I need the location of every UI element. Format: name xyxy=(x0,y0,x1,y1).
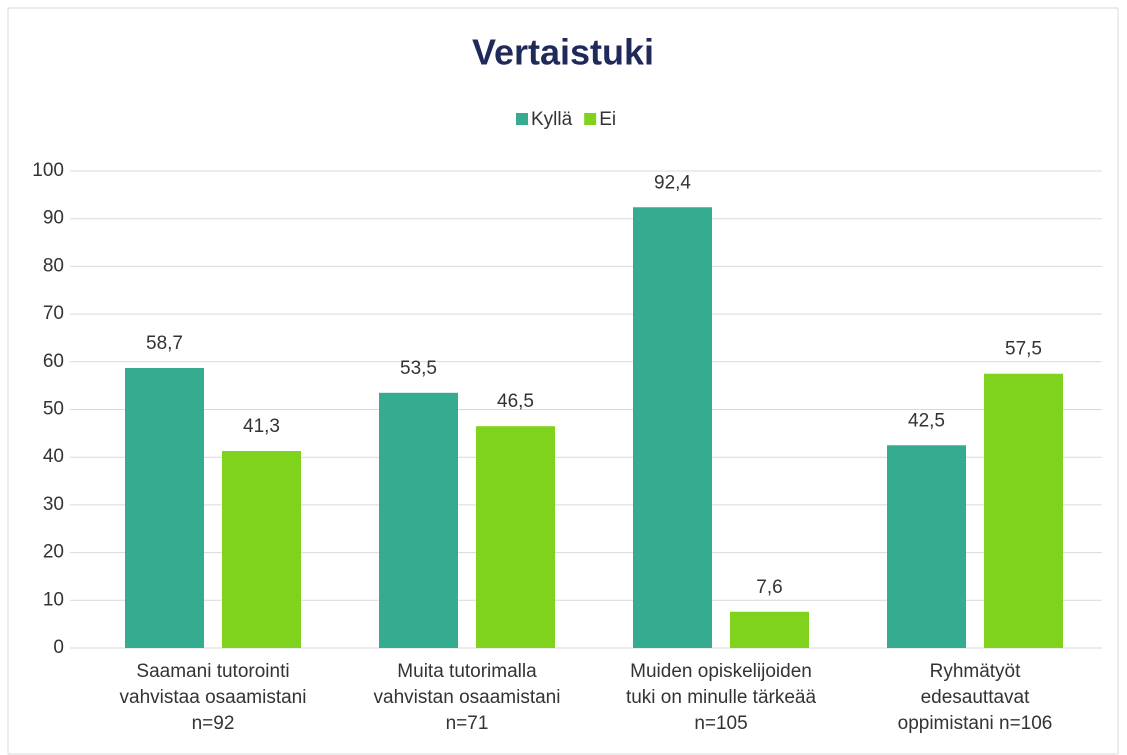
data-label: 46,5 xyxy=(497,391,534,412)
x-tick-label: Muiden opiskelijoiden xyxy=(630,661,812,682)
x-tick-label: Saamani tutorointi xyxy=(136,661,289,682)
bar xyxy=(379,392,458,648)
y-tick-label: 100 xyxy=(32,160,64,181)
legend-swatch xyxy=(516,113,528,125)
data-label: 92,4 xyxy=(654,172,691,193)
x-tick-label: n=92 xyxy=(192,713,235,734)
x-tick-label: n=71 xyxy=(446,713,489,734)
y-tick-label: 40 xyxy=(43,446,64,467)
bar xyxy=(476,426,555,648)
y-tick-label: 70 xyxy=(43,303,64,324)
data-label: 41,3 xyxy=(243,416,280,437)
y-tick-label: 20 xyxy=(43,542,64,563)
x-tick-label: Ryhmätyöt xyxy=(930,661,1022,682)
bar xyxy=(730,611,809,648)
y-tick-label: 50 xyxy=(43,399,64,420)
y-tick-label: 60 xyxy=(43,351,64,372)
data-label: 58,7 xyxy=(146,333,183,354)
data-label: 53,5 xyxy=(400,358,437,379)
legend-swatch xyxy=(584,113,597,125)
x-tick-label: vahvistan osaamistani xyxy=(374,687,561,708)
x-tick-label: edesauttavat xyxy=(921,687,1031,708)
x-tick-label: vahvistaa osaamistani xyxy=(120,687,307,708)
legend-label: Kyllä xyxy=(531,109,573,130)
data-label: 42,5 xyxy=(908,410,945,431)
y-tick-label: 30 xyxy=(43,494,64,515)
x-tick-label: n=105 xyxy=(694,713,747,734)
bar xyxy=(887,445,966,648)
x-tick-label: oppimistani n=106 xyxy=(898,713,1053,734)
chart-title: Vertaistuki xyxy=(472,32,654,73)
bar xyxy=(984,373,1063,648)
data-label: 57,5 xyxy=(1005,339,1042,360)
y-tick-label: 80 xyxy=(43,255,64,276)
y-tick-label: 0 xyxy=(53,637,64,658)
y-tick-label: 90 xyxy=(43,208,64,229)
bar xyxy=(125,368,204,648)
bar xyxy=(222,450,301,648)
x-tick-label: Muita tutorimalla xyxy=(397,661,537,682)
legend-label: Ei xyxy=(599,109,616,130)
x-tick-label: tuki on minulle tärkeää xyxy=(626,687,817,708)
bar xyxy=(633,207,712,648)
y-tick-label: 10 xyxy=(43,589,64,610)
data-label: 7,6 xyxy=(756,577,782,598)
